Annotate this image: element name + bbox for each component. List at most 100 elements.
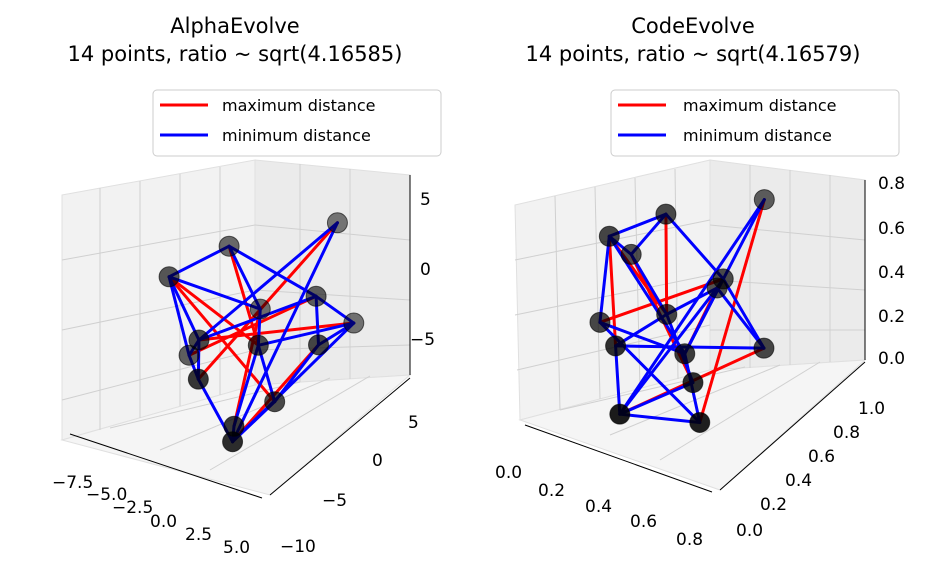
data-point <box>674 343 696 365</box>
min-distance-edge <box>598 320 687 356</box>
max-distance-edge <box>187 294 318 357</box>
min-distance-edge <box>167 244 231 279</box>
alphaevolve-subtitle: 14 points, ratio ~ sqrt(4.16585) <box>68 42 403 66</box>
data-point <box>343 312 365 334</box>
y-tick: −5 <box>322 491 347 511</box>
data-point <box>689 411 711 433</box>
min-distance-edge <box>231 221 339 444</box>
legend[interactable]: maximum distance minimum distance <box>610 89 900 157</box>
y-tick: 0 <box>372 451 383 471</box>
alphaevolve-title: AlphaEvolve <box>170 14 299 38</box>
data-point <box>249 298 271 320</box>
side-pane <box>709 159 866 371</box>
min-distance-edge <box>167 275 191 357</box>
data-point <box>305 285 327 307</box>
data-point <box>178 344 200 366</box>
z-tick: 0 <box>420 260 431 280</box>
x-tick: 0.6 <box>630 512 657 532</box>
data-point <box>605 335 627 357</box>
y-tick: 1.0 <box>858 399 885 419</box>
x-axis-line <box>524 424 713 493</box>
legend-min-label: minimum distance <box>683 126 832 145</box>
y-axis-line <box>719 361 866 491</box>
z-tick: 0.8 <box>878 174 905 194</box>
points <box>158 212 365 453</box>
z-tick: 0.6 <box>878 219 905 239</box>
legend[interactable]: maximum distance minimum distance <box>152 89 442 157</box>
min-distance-edge <box>618 381 695 416</box>
data-point <box>682 372 704 394</box>
max-distance-edge <box>197 321 356 342</box>
x-tick: −7.5 <box>52 473 93 493</box>
x-tick: 0.8 <box>676 530 703 550</box>
z-ticks: 0.8 0.6 0.4 0.2 0.0 <box>878 174 905 369</box>
max-distance-edge <box>196 221 339 381</box>
min-distance-edge <box>721 277 766 350</box>
min-distance-edge <box>197 221 339 342</box>
y-ticks: 5 0 −5 −10 <box>280 413 419 557</box>
min-distance-edge <box>598 234 611 324</box>
x-ticks: 0.0 0.2 0.4 0.6 0.8 <box>495 463 703 550</box>
y-tick: 0.4 <box>785 471 812 491</box>
min-distance-edge <box>167 275 201 342</box>
min-distance-edge <box>227 244 318 298</box>
min-distance-edge <box>273 343 321 404</box>
x-tick: 0.4 <box>585 497 612 517</box>
y-tick: 0.6 <box>808 447 835 467</box>
min-distance-edge <box>232 343 260 428</box>
codeevolve-subtitle: 14 points, ratio ~ sqrt(4.16579) <box>526 42 861 66</box>
legend-box <box>610 89 900 157</box>
legend-max-label: maximum distance <box>683 96 837 115</box>
y-tick: 0.2 <box>760 495 787 515</box>
data-point <box>598 225 620 247</box>
data-point <box>187 368 209 390</box>
min-distance-edge <box>715 286 766 350</box>
x-tick: 0.0 <box>150 512 177 532</box>
y-tick: −10 <box>280 537 316 557</box>
x-ticks: −7.5 −5.0 −2.5 0.0 2.5 5.0 <box>52 473 250 558</box>
codeevolve-plot: CodeEvolve 14 points, ratio ~ sqrt(4.165… <box>495 14 905 550</box>
axes-panes <box>514 159 867 493</box>
z-tick: 0.4 <box>878 263 905 283</box>
max-distance-edge <box>598 277 725 324</box>
y-ticks: 1.0 0.8 0.6 0.4 0.2 0.0 <box>736 399 885 541</box>
x-tick: 2.5 <box>185 525 212 545</box>
data-point <box>620 243 642 265</box>
x-tick: −5.0 <box>86 485 127 505</box>
x-tick: 0.0 <box>495 463 522 483</box>
data-point <box>308 334 330 356</box>
min-distance-edge <box>664 212 725 281</box>
x-tick: 0.2 <box>538 481 565 501</box>
z-tick: 0.2 <box>878 307 905 327</box>
min-distance-edge <box>614 344 622 416</box>
data-point <box>655 203 677 225</box>
data-point <box>264 391 286 413</box>
data-point <box>158 266 180 288</box>
z-tick: −5 <box>410 330 435 350</box>
z-tick: 5 <box>420 190 431 210</box>
y-tick: 5 <box>408 413 419 433</box>
data-point <box>326 212 348 234</box>
data-point <box>712 268 734 290</box>
data-point <box>753 337 775 359</box>
min-distance-edge <box>618 198 766 416</box>
data-point <box>222 431 244 453</box>
legend-max-label: maximum distance <box>222 96 376 115</box>
x-tick: −2.5 <box>112 498 153 518</box>
min-distance-edge <box>629 252 669 316</box>
data-point <box>656 303 678 325</box>
z-ticks: 5 0 −5 <box>410 190 435 350</box>
min-distance-edge <box>618 286 719 416</box>
y-axis-line <box>269 377 411 496</box>
data-point <box>589 311 611 333</box>
y-tick: 0.0 <box>736 521 763 541</box>
points <box>589 189 775 433</box>
x-tick: 5.0 <box>223 538 250 558</box>
min-distance-edge <box>227 244 262 311</box>
alphaevolve-plot: AlphaEvolve 14 points, ratio ~ sqrt(4.16… <box>52 14 442 558</box>
data-point <box>218 235 240 257</box>
data-point <box>753 189 775 211</box>
min-distance-edge <box>618 412 702 424</box>
data-point <box>609 403 631 425</box>
